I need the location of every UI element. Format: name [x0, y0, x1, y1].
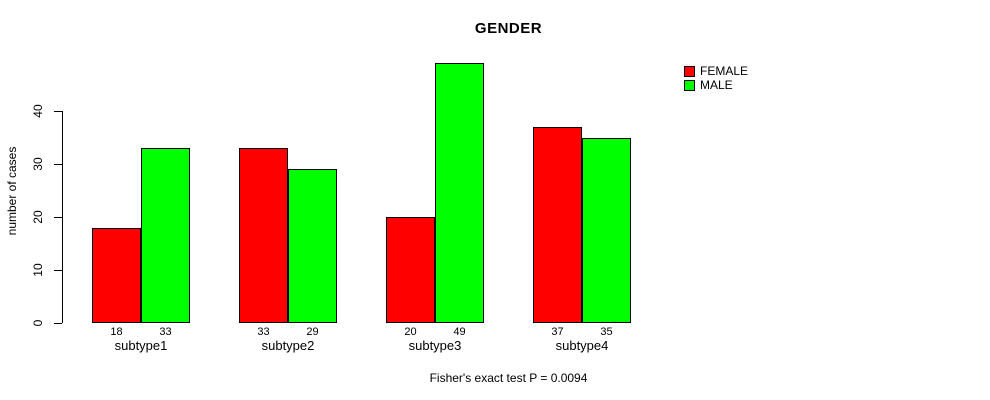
bar-male-subtype4: [582, 137, 631, 323]
bar-female-subtype2: [239, 148, 288, 323]
y-tick-label: 20: [31, 210, 45, 224]
y-tick-mark: [54, 164, 62, 165]
category-label-subtype2: subtype2: [261, 338, 315, 353]
category-label-subtype3: subtype3: [408, 338, 462, 353]
bar-value-label: 49: [453, 326, 466, 338]
bar-value-label: 20: [404, 326, 417, 338]
y-tick-label: 10: [31, 263, 45, 277]
y-tick-label: 40: [31, 104, 45, 118]
y-tick-label: 0: [31, 319, 45, 327]
chart-title: GENDER: [474, 20, 543, 37]
y-tick-mark: [54, 111, 62, 112]
y-tick-label: 30: [31, 157, 45, 171]
legend: FEMALE MALE: [684, 64, 748, 92]
bar-male-subtype2: [288, 169, 337, 323]
category-label-subtype4: subtype4: [555, 338, 609, 353]
bar-female-subtype4: [533, 126, 582, 323]
annotation-caption: Fisher's exact test P = 0.0094: [429, 371, 588, 385]
bar-male-subtype3: [435, 63, 484, 323]
bar-female-subtype3: [386, 217, 435, 323]
bar-value-label: 29: [306, 326, 319, 338]
bar-value-label: 35: [600, 326, 613, 338]
bar-female-subtype1: [92, 227, 141, 323]
bar-male-subtype1: [141, 148, 190, 323]
y-axis-label: number of cases: [5, 146, 19, 236]
y-tick-mark: [54, 217, 62, 218]
y-tick-mark: [54, 270, 62, 271]
bar-value-label: 18: [110, 326, 123, 338]
legend-item-female: FEMALE: [684, 64, 748, 78]
legend-label-male: MALE: [700, 78, 733, 92]
bar-value-label: 33: [257, 326, 270, 338]
y-axis-line: [62, 111, 63, 323]
legend-label-female: FEMALE: [700, 64, 749, 78]
legend-item-male: MALE: [684, 78, 748, 92]
category-label-subtype1: subtype1: [114, 338, 168, 353]
female-color-swatch: [684, 65, 695, 77]
y-tick-mark: [54, 323, 62, 324]
bar-value-label: 37: [551, 326, 564, 338]
bar-value-label: 33: [159, 326, 172, 338]
male-color-swatch: [684, 79, 695, 91]
